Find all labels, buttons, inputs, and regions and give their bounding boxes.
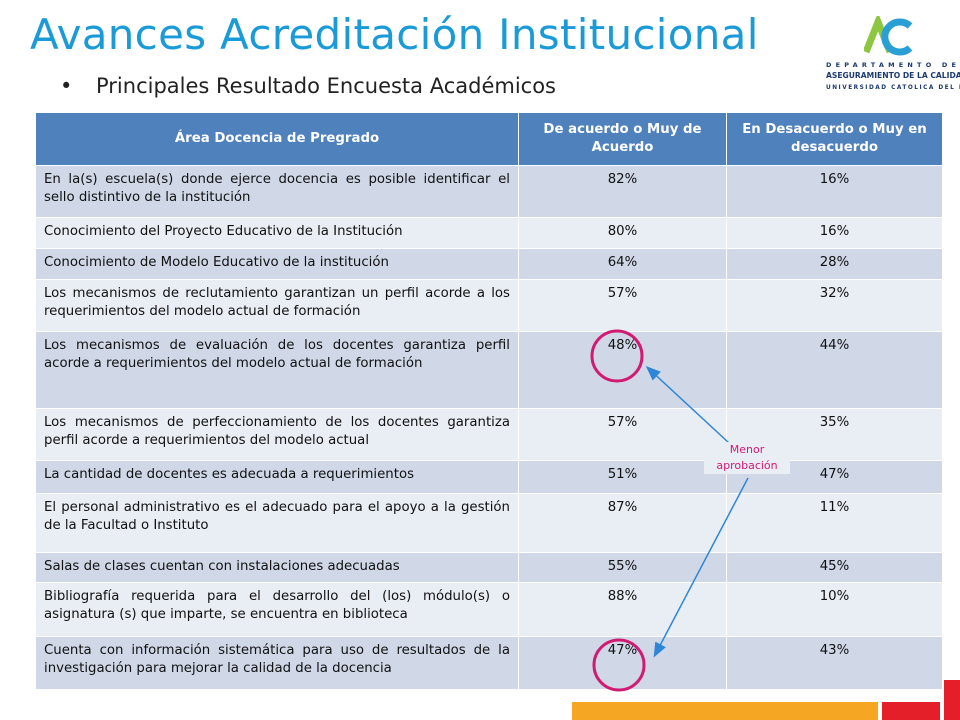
table-row: Bibliografía requerida para el desarroll… xyxy=(35,582,943,637)
row-agree: 55% xyxy=(518,552,727,583)
row-item: La cantidad de docentes es adecuada a re… xyxy=(35,460,519,494)
row-agree: 57% xyxy=(518,408,727,461)
row-item: Los mecanismos de reclutamiento garantiz… xyxy=(35,279,519,332)
row-item: Conocimiento del Proyecto Educativo de l… xyxy=(35,217,519,249)
row-agree: 87% xyxy=(518,493,727,553)
footer-orange-bar xyxy=(572,702,878,720)
annotation-note: Menor aprobación xyxy=(704,442,790,474)
row-disagree: 16% xyxy=(726,217,943,249)
footer-red-side-bar xyxy=(944,680,960,720)
row-item: Los mecanismos de evaluación de los doce… xyxy=(35,331,519,409)
row-agree: 80% xyxy=(518,217,727,249)
row-agree: 48% xyxy=(518,331,727,409)
row-disagree: 43% xyxy=(726,636,943,690)
row-item: Conocimiento de Modelo Educativo de la i… xyxy=(35,248,519,280)
row-item: Bibliografía requerida para el desarroll… xyxy=(35,582,519,637)
logo-line-3: UNIVERSIDAD CATOLICA DEL MAULE xyxy=(826,85,960,91)
table-row: Conocimiento del Proyecto Educativo de l… xyxy=(35,217,943,249)
logo: DEPARTAMENTO DE ASEGURAMIENTO DE LA CALI… xyxy=(826,16,960,98)
row-agree: 57% xyxy=(518,279,727,332)
table-row: Los mecanismos de reclutamiento garantiz… xyxy=(35,279,943,332)
row-disagree: 10% xyxy=(726,582,943,637)
row-disagree: 44% xyxy=(726,331,943,409)
header-area: Área Docencia de Pregrado xyxy=(35,112,519,166)
table-row: En la(s) escuela(s) donde ejerce docenci… xyxy=(35,165,943,218)
row-agree: 51% xyxy=(518,460,727,494)
row-disagree: 32% xyxy=(726,279,943,332)
subtitle: • Principales Resultado Encuesta Académic… xyxy=(60,74,556,98)
row-agree: 88% xyxy=(518,582,727,637)
table-row: Los mecanismos de evaluación de los doce… xyxy=(35,331,943,409)
footer-red-bar xyxy=(882,702,940,720)
logo-mark-icon xyxy=(864,16,913,56)
header-disagree: En Desacuerdo o Muy en desacuerdo xyxy=(726,112,943,166)
table-row: Salas de clases cuentan con instalacione… xyxy=(35,552,943,583)
table-row: Los mecanismos de perfeccionamiento de l… xyxy=(35,408,943,461)
row-agree: 82% xyxy=(518,165,727,218)
row-disagree: 28% xyxy=(726,248,943,280)
header-agree: De acuerdo o Muy de Acuerdo xyxy=(518,112,727,166)
row-disagree: 11% xyxy=(726,493,943,553)
subtitle-text: Principales Resultado Encuesta Académico… xyxy=(96,74,556,98)
row-item: Los mecanismos de perfeccionamiento de l… xyxy=(35,408,519,461)
row-item: Cuenta con información sistemática para … xyxy=(35,636,519,690)
table-row: Cuenta con información sistemática para … xyxy=(35,636,943,690)
table-header-row: Área Docencia de Pregrado De acuerdo o M… xyxy=(35,112,943,166)
table-row: Conocimiento de Modelo Educativo de la i… xyxy=(35,248,943,280)
page-title: Avances Acreditación Institucional xyxy=(30,10,759,59)
results-table: Área Docencia de Pregrado De acuerdo o M… xyxy=(35,112,943,690)
table-row: El personal administrativo es el adecuad… xyxy=(35,493,943,553)
row-item: El personal administrativo es el adecuad… xyxy=(35,493,519,553)
bullet-icon: • xyxy=(60,74,73,98)
logo-line-1: DEPARTAMENTO DE xyxy=(826,61,960,69)
logo-line-2: ASEGURAMIENTO DE LA CALIDAD xyxy=(826,71,960,80)
row-agree: 64% xyxy=(518,248,727,280)
row-item: Salas de clases cuentan con instalacione… xyxy=(35,552,519,583)
row-item: En la(s) escuela(s) donde ejerce docenci… xyxy=(35,165,519,218)
row-agree: 47% xyxy=(518,636,727,690)
row-disagree: 45% xyxy=(726,552,943,583)
table-row: La cantidad de docentes es adecuada a re… xyxy=(35,460,943,494)
row-disagree: 16% xyxy=(726,165,943,218)
